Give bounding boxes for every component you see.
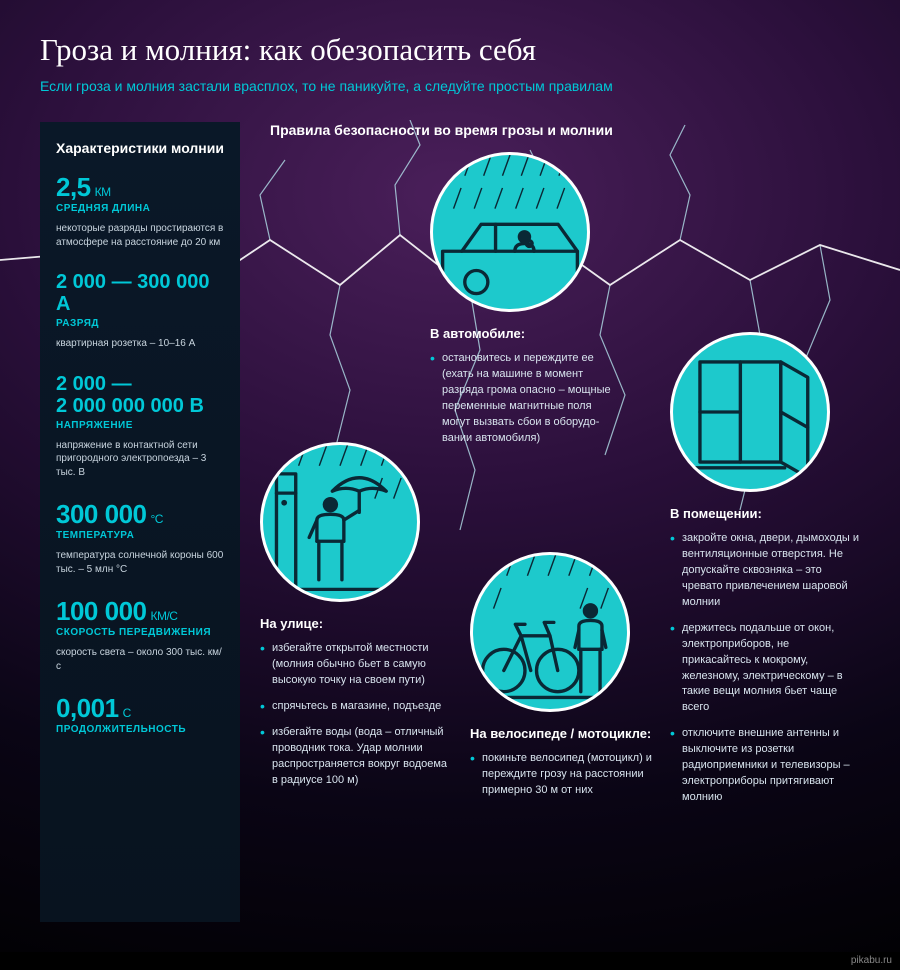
bike-list: покиньте велосипед (мотоцикл) и переждит…	[470, 751, 660, 799]
stat-4: 100 000КМ/С СКОРОСТЬ ПЕРЕДВИЖЕНИЯ скорость…	[56, 598, 224, 673]
stat-desc: скорость света – около 300 тыс. км/с	[56, 646, 224, 673]
stat-desc: температура солнечной короны 600 тыс. – …	[56, 549, 224, 576]
list-item: держитесь подальше от окон, электроприбо…	[670, 621, 860, 717]
page-title: Гроза и молния: как обезопасить себя	[40, 32, 860, 68]
stat-label: РАЗРЯД	[56, 318, 224, 330]
footer-credit: pikabu.ru	[0, 952, 900, 970]
characteristics-sidebar: Характеристики молнии 2,5КМ СРЕДНЯЯ ДЛИНА…	[40, 122, 240, 922]
stat-value: 300 000°С	[56, 501, 224, 527]
list-item: избегайте открытой местности (молния обы…	[260, 641, 450, 689]
page-subtitle: Если гроза и молния застали врасплох, то…	[40, 78, 860, 94]
stat-desc: напряжение в контактной сети пригородног…	[56, 439, 224, 480]
indoor-list: закройте окна, двери, дымоходы и вентиля…	[670, 531, 860, 806]
stat-label: СРЕДНЯЯ ДЛИНА	[56, 203, 224, 215]
main-title: Правила безопасности во время грозы и мо…	[270, 122, 860, 138]
window-icon	[670, 332, 830, 492]
list-item: закройте окна, двери, дымоходы и вентиля…	[670, 531, 860, 611]
stat-2: 2 000 —2 000 000 000 В НАПРЯЖЕНИЕ напряжен…	[56, 373, 224, 480]
list-item: избегайте воды (вода – отличный проводни…	[260, 725, 450, 789]
car-icon	[430, 152, 590, 312]
list-item: покиньте велосипед (мотоцикл) и переждит…	[470, 751, 660, 799]
stat-value2: 2 000 000 000 В	[56, 395, 224, 417]
safety-rules-main: Правила безопасности во время грозы и мо…	[270, 122, 860, 922]
stat-label: НАПРЯЖЕНИЕ	[56, 420, 224, 432]
umbrella-icon	[260, 442, 420, 602]
list-item: отключите внешние антенны и выключите из…	[670, 726, 860, 806]
section-bike: На велосипеде / мотоцикле: покиньте вело…	[470, 552, 660, 809]
stat-value: 2,5КМ	[56, 174, 224, 200]
car-title: В автомобиле:	[430, 326, 620, 341]
stat-desc: некоторые разряды простираются в атмосфе…	[56, 222, 224, 249]
list-item: спрячьтесь в магазине, подъезде	[260, 699, 450, 715]
stat-5: 0,001С ПРОДОЛЖИТЕЛЬНОСТЬ	[56, 695, 224, 736]
stat-value: 2 000 —	[56, 373, 224, 395]
section-street: На улице: избегайте открытой местности (…	[260, 442, 450, 799]
stat-desc: квартирная розетка – 10–16 А	[56, 337, 224, 351]
section-indoor: В помещении: закройте окна, двери, дымох…	[670, 332, 860, 816]
street-list: избегайте открытой местности (молния обы…	[260, 641, 450, 789]
street-title: На улице:	[260, 616, 450, 631]
stat-label: СКОРОСТЬ ПЕРЕДВИЖЕНИЯ	[56, 627, 224, 639]
stat-3: 300 000°С ТЕМПЕРАТУРА температура солнечно…	[56, 501, 224, 576]
list-item: остановитесь и пере­ждите ее (ехать на м…	[430, 351, 620, 447]
stat-label: ПРОДОЛЖИТЕЛЬНОСТЬ	[56, 724, 224, 736]
car-list: остановитесь и пере­ждите ее (ехать на м…	[430, 351, 620, 447]
indoor-title: В помещении:	[670, 506, 860, 521]
sidebar-title: Характеристики молнии	[56, 140, 224, 156]
stat-value: 0,001С	[56, 695, 224, 721]
stat-1: 2 000 — 300 000 А РАЗРЯД квартирная розетк…	[56, 271, 224, 351]
section-car: В автомобиле: остановитесь и пере­ждите …	[430, 152, 620, 457]
stat-label: ТЕМПЕРАТУРА	[56, 530, 224, 542]
stat-value: 2 000 — 300 000 А	[56, 271, 224, 315]
bicycle-icon	[470, 552, 630, 712]
stat-value: 100 000КМ/С	[56, 598, 224, 624]
bike-title: На велосипеде / мотоцикле:	[470, 726, 660, 741]
stat-0: 2,5КМ СРЕДНЯЯ ДЛИНА некоторые разряды прос…	[56, 174, 224, 249]
